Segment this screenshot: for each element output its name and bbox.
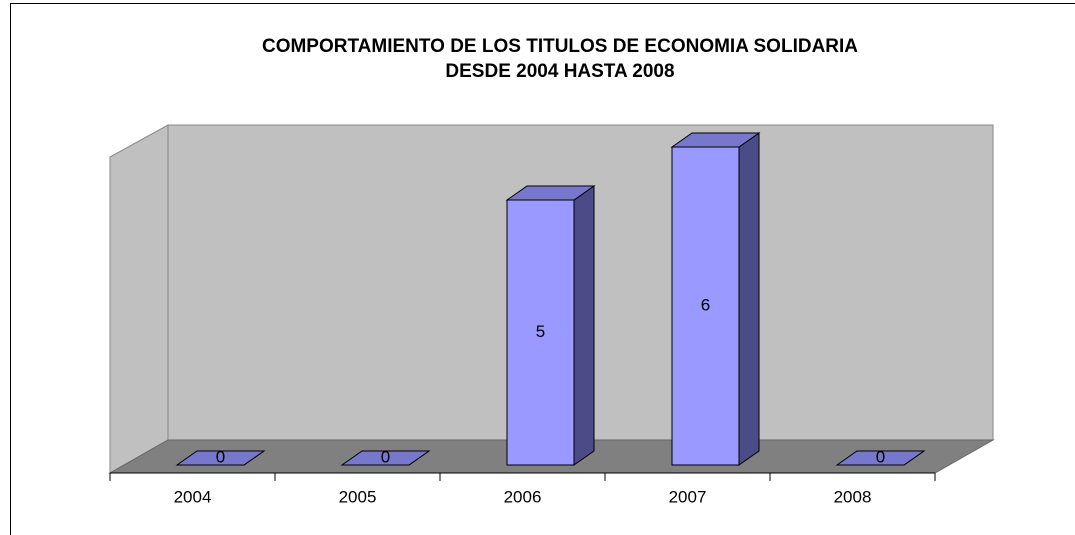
x-tick-label: 2008	[834, 487, 872, 506]
side-wall	[109, 124, 169, 474]
x-tick-label: 2004	[174, 487, 212, 506]
data-label: 6	[701, 295, 710, 314]
chart-title: COMPORTAMIENTO DE LOS TITULOS DE ECONOMI…	[261, 36, 859, 82]
x-tick-label: 2007	[669, 487, 707, 506]
x-tick-label: 2005	[339, 487, 377, 506]
data-label: 0	[216, 447, 225, 466]
data-label: 0	[876, 447, 885, 466]
data-label: 5	[536, 322, 545, 341]
bar	[506, 199, 575, 466]
data-label: 0	[381, 447, 390, 466]
marks: 2004 0 2005 0 2006 5 2007 6 2008 0	[109, 132, 936, 506]
bar-top	[340, 450, 431, 466]
bar-top	[835, 450, 926, 466]
bar	[671, 146, 740, 466]
bar-side	[573, 185, 595, 466]
bar-top	[175, 450, 266, 466]
bar-side	[738, 132, 760, 466]
x-tick-label: 2006	[504, 487, 542, 506]
